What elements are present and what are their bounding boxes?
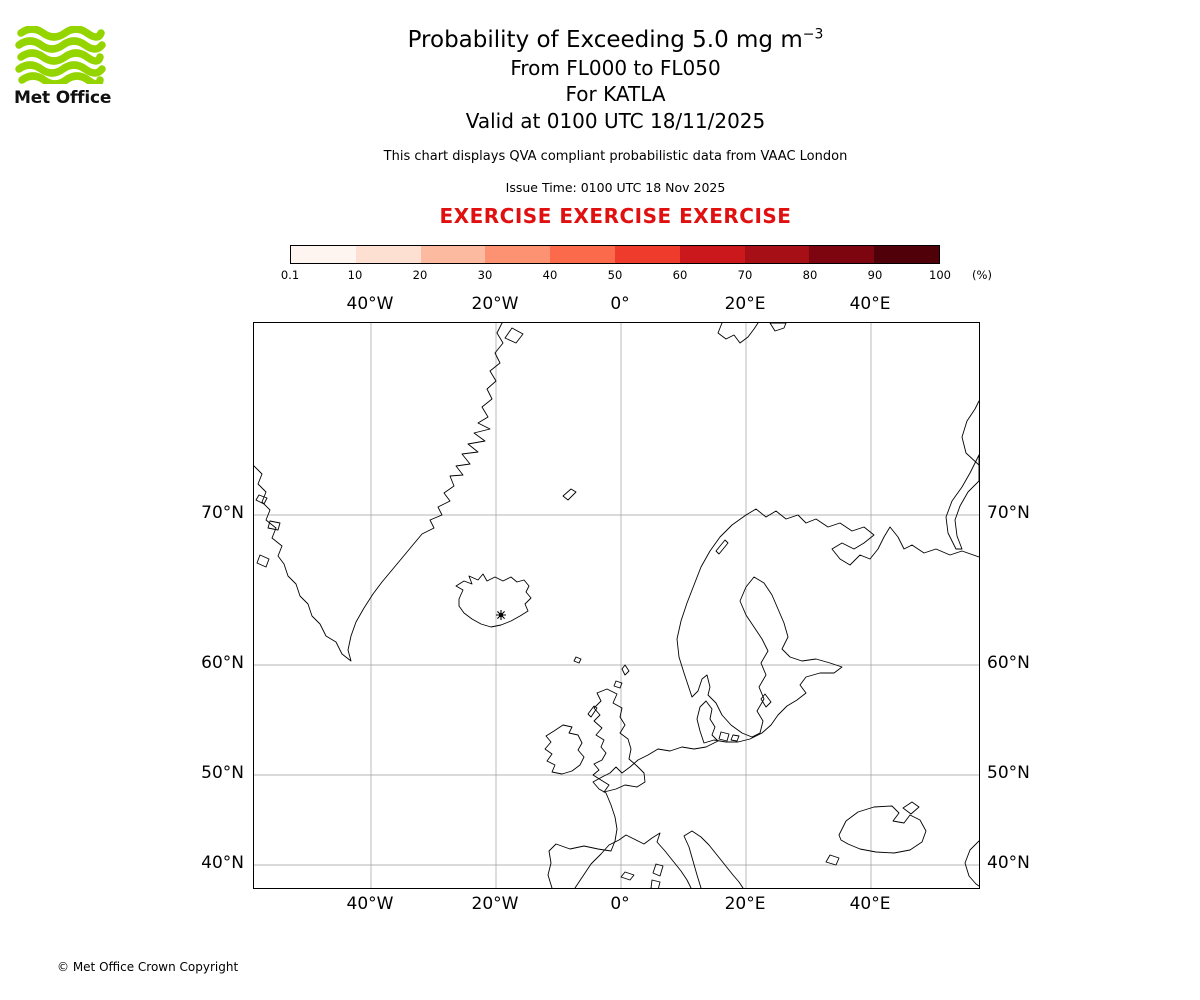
colorbar-segment [809, 246, 875, 263]
flight-level-line: From FL000 to FL050 [510, 55, 721, 80]
y-axis-label-right: 60°N [987, 653, 1030, 673]
colorbar-segment [420, 246, 486, 263]
qva-description: This chart displays QVA compliant probab… [383, 148, 848, 164]
colorbar-tick-label: 70 [737, 268, 753, 282]
coastline-faroes [573, 656, 582, 664]
probability-colorbar: (%) 0.1 10 20 30 40 50 60 70 80 90 100 [281, 245, 992, 283]
coastline-scottish-isles [587, 664, 630, 718]
coastline-adriatic-balkans [683, 830, 744, 888]
x-axis-label-top: 20°W [471, 294, 519, 314]
coastline-great-britain [592, 688, 646, 793]
x-axis-label-top: 20°E [724, 294, 766, 314]
met-office-logo: Met Office [14, 26, 124, 108]
coastline-caspian-edge [964, 840, 979, 887]
colorbar-tick-label: 50 [607, 268, 623, 282]
colorbar-ticks: (%) 0.1 10 20 30 40 50 60 70 80 90 100 [281, 268, 992, 283]
coastline-corsica-sardinia [650, 863, 664, 888]
y-axis-label-right: 40°N [987, 853, 1030, 873]
colorbar-segment [485, 246, 551, 263]
colorbar-gradient [290, 245, 940, 264]
coastline-ireland [544, 724, 585, 775]
graticule-grid [254, 323, 979, 888]
y-axis-label-left: 60°N [201, 653, 244, 673]
colorbar-tick-label: 60 [672, 268, 688, 282]
colorbar-tick-label: 10 [347, 268, 363, 282]
colorbar-tick-label: 90 [867, 268, 883, 282]
coastline-balearics [620, 871, 635, 881]
x-axis-label-top: 40°E [849, 294, 891, 314]
coastline-mediterranean-spain-france-italy [574, 832, 692, 888]
exercise-banner: EXERCISE EXERCISE EXERCISE [439, 203, 792, 228]
x-axis-label-top: 40°W [346, 294, 394, 314]
x-axis-label-bottom: 0° [610, 894, 630, 914]
coastlines [254, 323, 979, 888]
y-axis-label-right: 50°N [987, 763, 1030, 783]
met-office-logo-text: Met Office [14, 88, 112, 108]
coastline-svalbard [717, 323, 787, 344]
colorbar-segment [679, 246, 745, 263]
y-axis-label-left: 70°N [201, 503, 244, 523]
colorbar-segment [550, 246, 615, 263]
y-axis-label-left: 50°N [201, 763, 244, 783]
copyright-notice: © Met Office Crown Copyright [57, 960, 239, 974]
x-axis-label-top: 0° [610, 294, 630, 314]
colorbar-tick-label: 20 [412, 268, 428, 282]
x-axis-label-bottom: 40°W [346, 894, 394, 914]
chart-title-text: Probability of Exceeding 5.0 mg m [407, 27, 803, 53]
colorbar-tick-label: 100 [929, 268, 951, 282]
colorbar-segment [614, 246, 680, 263]
coastline-lofoten [715, 539, 729, 555]
coastline-danish-isles [718, 731, 740, 742]
colorbar-segment [744, 246, 810, 263]
coastline-greenland-islets [255, 327, 524, 568]
colorbar-tick-label: 40 [542, 268, 558, 282]
coastline-iceland [455, 573, 532, 628]
y-axis-label-left: 40°N [201, 853, 244, 873]
colorbar-segment [874, 246, 939, 263]
coastline-gotland [760, 693, 772, 708]
coastline-sea-of-azov [902, 801, 920, 815]
colorbar-unit-label: (%) [972, 268, 992, 282]
coastline-sea-of-marmara [825, 854, 840, 866]
colorbar-segment [291, 246, 356, 263]
coastline-black-sea [838, 805, 927, 854]
map-canvas [254, 323, 979, 888]
colorbar-segment [355, 246, 421, 263]
x-axis-label-bottom: 40°E [849, 894, 891, 914]
chart-title: Probability of Exceeding 5.0 mg m−3 [253, 26, 978, 55]
chart-header: Probability of Exceeding 5.0 mg m−3 From… [253, 26, 978, 228]
coastline-greenland [254, 323, 504, 662]
valid-time-line: Valid at 0100 UTC 18/11/2025 [465, 108, 766, 133]
y-axis-label-right: 70°N [987, 503, 1030, 523]
coastline-scandinavia-russia-europe [547, 508, 979, 888]
met-office-logo-waves-icon [15, 26, 106, 84]
colorbar-tick-label: 30 [477, 268, 493, 282]
map-frame [253, 322, 980, 889]
colorbar-tick-label: 0.1 [280, 268, 300, 282]
coastline-novaya-zemlya [945, 400, 979, 550]
volcano-marker-icon [496, 610, 506, 620]
coastline-jan-mayen [562, 488, 577, 501]
volcano-line: For KATLA [565, 82, 666, 107]
x-axis-label-bottom: 20°W [471, 894, 519, 914]
chart-title-exponent: −3 [802, 26, 824, 43]
x-axis-label-bottom: 20°E [724, 894, 766, 914]
colorbar-tick-label: 80 [802, 268, 818, 282]
issue-time: Issue Time: 0100 UTC 18 Nov 2025 [505, 179, 726, 195]
